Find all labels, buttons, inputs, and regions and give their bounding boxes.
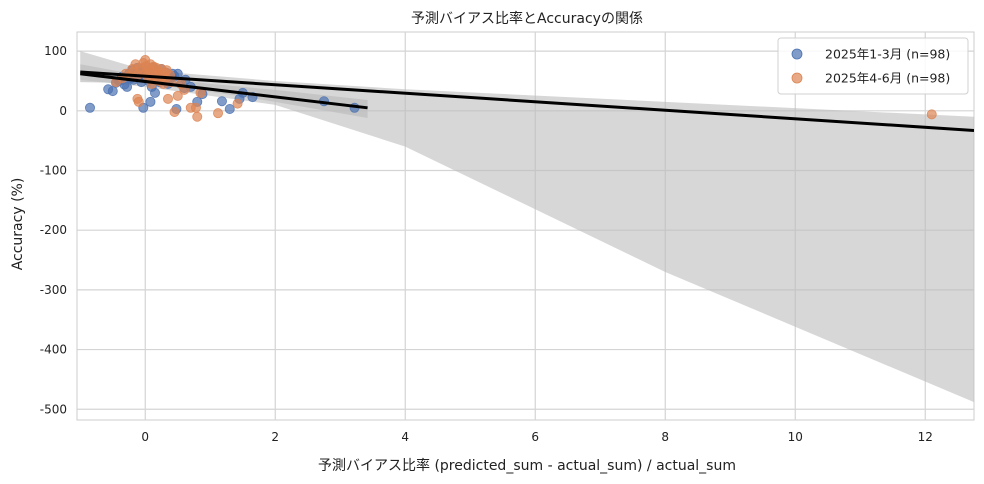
data-point bbox=[145, 96, 156, 107]
y-axis-title: Accuracy (%) bbox=[10, 178, 26, 271]
y-tick-label: -500 bbox=[40, 402, 67, 416]
data-point bbox=[149, 87, 160, 98]
y-tick-label: -100 bbox=[40, 163, 67, 177]
y-tick-label: 0 bbox=[59, 104, 67, 118]
x-tick-label: 8 bbox=[661, 430, 669, 444]
legend: 2025年1-3月 (n=98) 2025年4-6月 (n=98) bbox=[777, 37, 969, 95]
regression-line bbox=[80, 72, 368, 110]
x-tick-label: 10 bbox=[788, 430, 803, 444]
plot-content bbox=[80, 51, 974, 403]
y-tick-label: -300 bbox=[40, 283, 67, 297]
series-2 bbox=[111, 55, 937, 122]
data-point bbox=[224, 104, 235, 115]
plot-area bbox=[76, 31, 975, 421]
y-tick-label: -400 bbox=[40, 343, 67, 357]
x-tick-label: 2 bbox=[271, 430, 279, 444]
x-tick-label: 4 bbox=[401, 430, 409, 444]
x-tick-label: 0 bbox=[141, 430, 149, 444]
legend-marker bbox=[791, 72, 803, 84]
confidence-band bbox=[80, 51, 974, 403]
legend-marker bbox=[791, 48, 803, 60]
x-axis-title: 予測バイアス比率 (predicted_sum - actual_sum) / … bbox=[318, 457, 736, 474]
legend-box bbox=[777, 37, 969, 95]
data-point bbox=[162, 93, 173, 104]
legend-label: 2025年1-3月 (n=98) bbox=[825, 47, 950, 62]
data-point bbox=[172, 90, 183, 101]
data-point bbox=[122, 81, 133, 92]
chart-title: 予測バイアス比率とAccuracyの関係 bbox=[411, 10, 643, 27]
data-point bbox=[85, 102, 96, 113]
data-point bbox=[133, 96, 144, 107]
data-point bbox=[107, 86, 118, 97]
data-point bbox=[192, 111, 203, 122]
data-point bbox=[926, 109, 937, 120]
y-tick-label: -200 bbox=[40, 223, 67, 237]
legend-label: 2025年4-6月 (n=98) bbox=[825, 71, 950, 86]
data-point bbox=[213, 108, 224, 119]
data-point bbox=[216, 96, 227, 107]
data-point bbox=[232, 98, 243, 109]
x-axis: 0 2 4 6 8 10 12 bbox=[141, 430, 932, 444]
y-tick-label: 100 bbox=[44, 44, 67, 58]
regression-line bbox=[80, 70, 974, 132]
data-point bbox=[190, 102, 201, 113]
x-tick-label: 6 bbox=[531, 430, 539, 444]
x-tick-label: 12 bbox=[918, 430, 933, 444]
data-point bbox=[169, 106, 180, 117]
y-axis: 100 0 -100 -200 -300 -400 -500 bbox=[40, 44, 67, 416]
